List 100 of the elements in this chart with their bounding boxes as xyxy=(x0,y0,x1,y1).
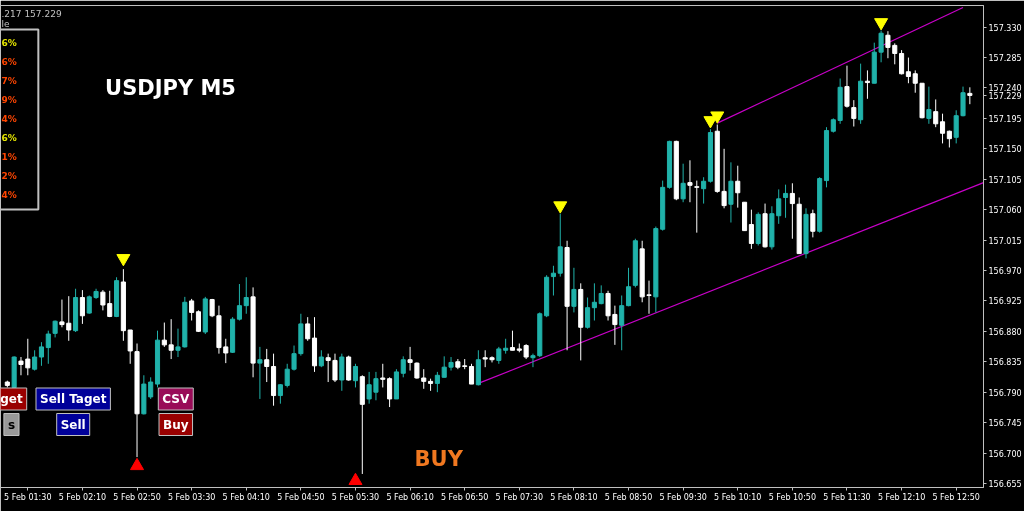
candlestick xyxy=(243,276,249,315)
candlestick xyxy=(701,176,707,205)
x-tick-label: 5 Feb 01:30 xyxy=(4,492,52,502)
y-tick-label: 157.195 xyxy=(988,114,1022,124)
candlestick xyxy=(933,98,939,128)
y-tick-label: 157.240 xyxy=(988,84,1022,94)
candlestick xyxy=(789,182,795,240)
candlestick xyxy=(851,99,857,128)
candlestick xyxy=(264,348,270,383)
x-tick-label: 5 Feb 11:30 xyxy=(823,492,871,502)
candlestick xyxy=(434,371,440,393)
annotation: BUY xyxy=(414,446,464,471)
candlestick xyxy=(468,363,475,385)
candlestick xyxy=(878,30,884,63)
annotation: 4% xyxy=(1,113,17,124)
x-tick-label: 5 Feb 08:10 xyxy=(550,492,598,502)
candlestick xyxy=(45,330,51,365)
candlestick xyxy=(694,180,700,234)
candlestick xyxy=(168,318,174,360)
x-tick-label: 5 Feb 06:50 xyxy=(441,492,489,502)
x-tick-label: 5 Feb 12:50 xyxy=(932,492,980,502)
x-tick-label: 5 Feb 08:50 xyxy=(604,492,653,502)
x-tick-label: 5 Feb 03:30 xyxy=(167,492,216,502)
candlestick xyxy=(38,341,45,367)
candlestick xyxy=(161,322,167,348)
y-tick-label: 156.655 xyxy=(988,479,1022,489)
x-tick-label: 5 Feb 02:10 xyxy=(58,492,107,502)
candlestick xyxy=(905,57,911,84)
candlestick xyxy=(127,329,133,365)
y-tick-label: 156.970 xyxy=(988,267,1022,276)
candlestick xyxy=(625,267,632,307)
candlestick xyxy=(728,161,734,223)
candlestick xyxy=(32,349,38,372)
annotation: Buy xyxy=(163,417,189,432)
x-tick-label: 5 Feb 10:50 xyxy=(768,492,817,502)
text: USDJPY M5 xyxy=(105,75,236,100)
annotation: 6% xyxy=(1,132,17,143)
candlestick xyxy=(619,295,625,351)
candlestick xyxy=(79,289,85,325)
x-tick-label: 5 Feb 04:50 xyxy=(277,492,325,502)
candlestick xyxy=(421,368,427,390)
candlestick xyxy=(257,346,263,400)
x-tick-label: 5 Feb 09:30 xyxy=(659,492,707,502)
candlestick xyxy=(748,209,754,250)
x-tick-label: 5 Feb 07:30 xyxy=(495,492,544,502)
candlestick xyxy=(284,363,290,388)
candlestick xyxy=(236,283,242,322)
y-tick-label: 157.060 xyxy=(988,206,1022,216)
candlestick xyxy=(735,165,741,209)
candlestick xyxy=(380,363,386,388)
x-tick-label: 5 Feb 02:50 xyxy=(113,492,161,502)
candlestick xyxy=(864,69,870,100)
candlestick xyxy=(687,159,693,203)
annotation: le xyxy=(1,18,10,29)
candlestick xyxy=(387,376,393,408)
annotation: s xyxy=(7,417,16,432)
annotation: 4% xyxy=(1,189,17,200)
annotation: Sell xyxy=(60,417,86,432)
annotation: Sell Taget xyxy=(40,392,107,406)
candlestick xyxy=(844,65,850,109)
y-tick-label: 157.229 xyxy=(988,91,1022,101)
candlestick xyxy=(530,353,536,368)
x-tick-label: 5 Feb 12:10 xyxy=(877,492,926,502)
annotation: .217 157.229 xyxy=(1,8,62,19)
candlestick xyxy=(175,328,181,358)
annotation: 6% xyxy=(1,56,17,67)
y-tick-label: 156.835 xyxy=(988,358,1022,368)
candlestick xyxy=(305,316,311,342)
candlestick xyxy=(585,297,591,330)
y-tick-label: 157.330 xyxy=(988,23,1022,33)
x-tick-label: 5 Feb 06:10 xyxy=(386,492,434,502)
candlestick xyxy=(899,49,905,75)
annotation: 7% xyxy=(1,75,17,86)
candlestick xyxy=(448,356,454,372)
x-tick-label: 5 Feb 04:10 xyxy=(222,492,270,502)
y-tick-label: 157.105 xyxy=(988,175,1022,185)
candlestick xyxy=(550,265,556,297)
annotation: 1% xyxy=(1,151,17,162)
y-tick-label: 156.745 xyxy=(988,419,1022,429)
candlestick xyxy=(407,346,413,372)
candlestick xyxy=(782,184,789,219)
y-tick-label: 157.285 xyxy=(988,54,1022,64)
y-tick-label: 156.925 xyxy=(988,297,1022,307)
y-tick-label: 156.790 xyxy=(988,388,1022,398)
y-tick-label: 157.015 xyxy=(988,236,1022,246)
y-tick-label: 157.150 xyxy=(988,145,1022,155)
y-tick-label: 156.700 xyxy=(988,449,1022,459)
candlestick xyxy=(926,86,932,125)
candlestick xyxy=(571,267,577,313)
candlestick xyxy=(939,113,946,144)
candlestick xyxy=(591,282,597,322)
candlestick xyxy=(680,163,686,203)
candlestick xyxy=(352,363,359,388)
candlestick xyxy=(339,353,345,392)
x-tick-label: 5 Feb 05:30 xyxy=(331,492,380,502)
x-tick-label: 5 Feb 10:10 xyxy=(714,492,762,502)
annotation: 9% xyxy=(1,94,17,105)
candlestick xyxy=(810,209,816,238)
y-tick-label: 156.880 xyxy=(988,327,1022,337)
candlestick xyxy=(277,383,283,405)
